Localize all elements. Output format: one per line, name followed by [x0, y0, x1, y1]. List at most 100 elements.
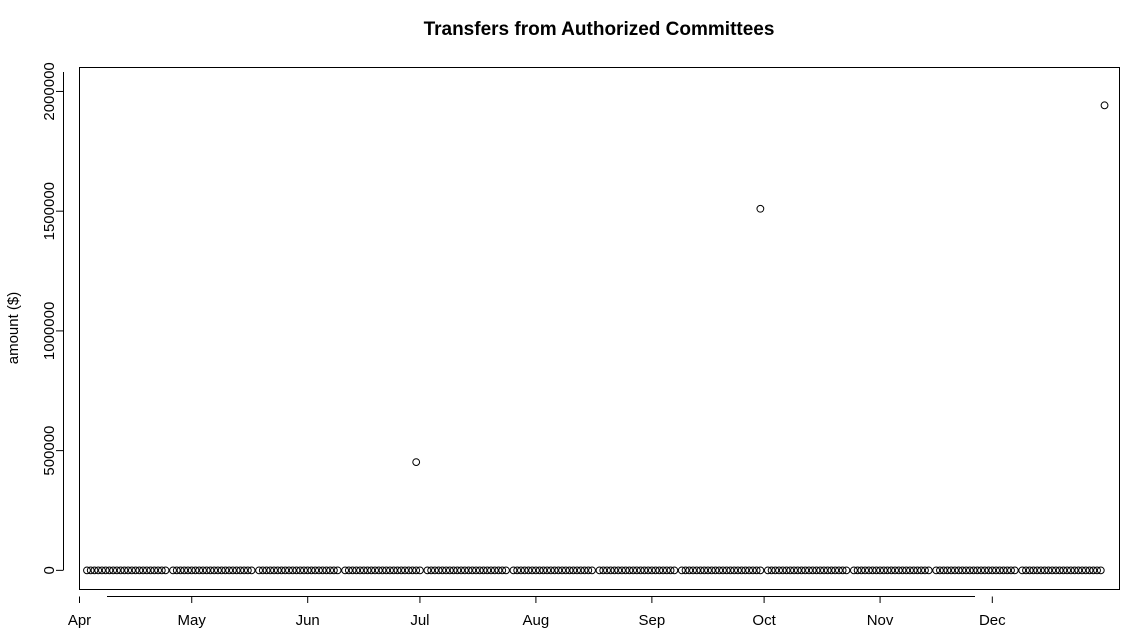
data-point [752, 566, 761, 575]
data-point [468, 566, 477, 575]
data-point [494, 566, 503, 575]
data-point [520, 566, 529, 575]
data-point [318, 566, 327, 575]
data-point [610, 566, 619, 575]
data-point [236, 566, 245, 575]
data-point [412, 566, 421, 575]
data-point [247, 566, 256, 575]
data-point [214, 566, 222, 575]
data-point [490, 566, 499, 575]
x-tick-label: May [178, 612, 207, 629]
data-point [625, 566, 634, 575]
x-tick-label: Jun [296, 612, 320, 629]
x-axis-ticks: Apr May Jun Jul Aug Sep Oct Nov Dec [68, 596, 1006, 629]
y-tick-label: 1000000 [41, 302, 58, 360]
data-point [397, 566, 406, 575]
data-point [479, 566, 488, 575]
data-point [603, 566, 611, 575]
data-point [90, 566, 99, 575]
y-tick-label: 1500000 [41, 182, 58, 240]
data-point [296, 566, 305, 575]
data-point [154, 566, 162, 575]
data-point [894, 566, 903, 575]
data-point [273, 566, 282, 575]
data-point [315, 566, 323, 575]
data-point [715, 566, 724, 575]
data-point [344, 566, 353, 575]
data-point [573, 566, 581, 575]
data-point [105, 566, 114, 575]
data-point [950, 566, 959, 575]
data-point [393, 566, 402, 575]
data-point [696, 566, 705, 575]
data-point [1066, 566, 1075, 575]
data-point [633, 566, 641, 575]
data-point [401, 566, 409, 575]
data-point [1093, 566, 1101, 575]
data-point [958, 566, 967, 575]
data-point [861, 566, 870, 575]
data-point-outlier [412, 458, 421, 467]
data-point [277, 566, 286, 575]
data-point [943, 566, 952, 575]
data-point [805, 566, 813, 575]
data-point [427, 566, 436, 575]
data-point [887, 566, 896, 575]
data-point [1022, 566, 1030, 575]
data-point [954, 566, 963, 575]
data-point [311, 566, 320, 575]
data-point [98, 566, 106, 575]
data-point [543, 566, 552, 575]
data-point [1044, 566, 1053, 575]
data-point [778, 566, 787, 575]
data-point [655, 566, 664, 575]
data-point [827, 566, 836, 575]
data-point [300, 566, 308, 575]
data-point [199, 566, 207, 575]
data-point [356, 566, 364, 575]
data-point [120, 566, 129, 575]
data-point [127, 566, 136, 575]
data-point [936, 566, 944, 575]
data-point [599, 566, 608, 575]
data-point [595, 566, 604, 575]
data-point [445, 566, 454, 575]
data-point [883, 566, 892, 575]
data-point [1010, 566, 1019, 575]
plot-frame [79, 67, 1120, 590]
data-point [681, 566, 690, 575]
data-point [528, 566, 537, 575]
data-point [438, 566, 447, 575]
data-point [879, 566, 888, 575]
data-point [700, 566, 709, 575]
data-point [704, 566, 712, 575]
data-point [913, 566, 922, 575]
data-point [939, 566, 948, 575]
data-point [763, 566, 772, 575]
data-point [161, 566, 170, 575]
data-point [423, 566, 432, 575]
data-point [1033, 566, 1042, 575]
data-point [808, 566, 817, 575]
x-tick-label: Apr [68, 612, 91, 629]
data-point [255, 566, 263, 575]
data-point [1096, 566, 1105, 575]
data-point [453, 566, 462, 575]
data-point [363, 566, 372, 575]
data-point [1085, 566, 1094, 575]
data-point [662, 566, 671, 575]
data-point [906, 566, 914, 575]
data-point [980, 566, 989, 575]
data-point [430, 566, 439, 575]
data-point [1070, 566, 1079, 575]
data-point [116, 566, 125, 575]
y-axis-ticks: 0 500000 1000000 1500000 2000000 [41, 62, 64, 575]
data-point [517, 566, 525, 575]
data-point [741, 566, 750, 575]
data-point [487, 566, 495, 575]
data-points [83, 101, 1109, 575]
data-point [483, 566, 492, 575]
x-tick-label: Sep [639, 612, 666, 629]
data-point [434, 566, 443, 575]
data-point [1063, 566, 1072, 575]
